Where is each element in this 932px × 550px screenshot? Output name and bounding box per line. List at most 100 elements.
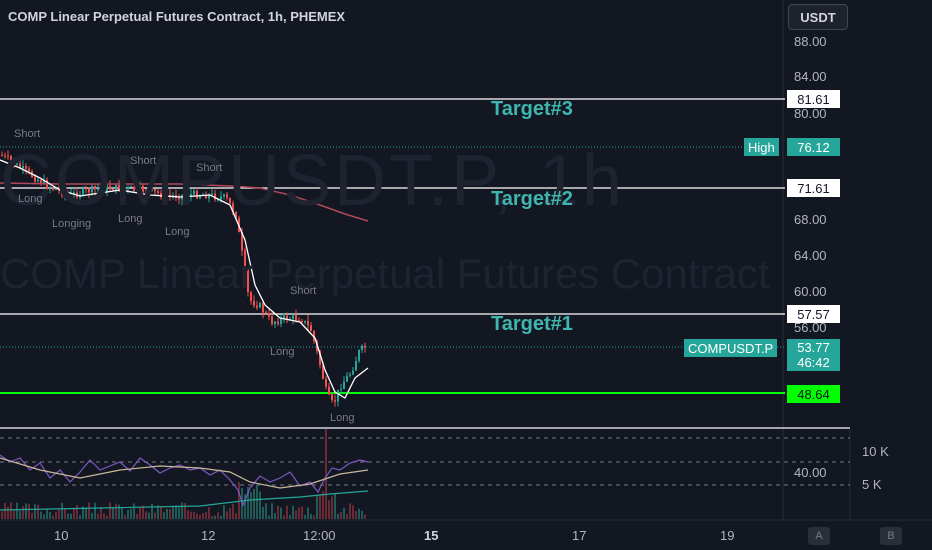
volume-bar — [22, 506, 24, 519]
volume-bar — [349, 503, 351, 519]
volume-bar — [346, 513, 348, 519]
volume-bar — [280, 507, 282, 519]
candle-body — [313, 330, 315, 341]
candle-body — [166, 191, 168, 196]
candle-body — [256, 305, 258, 308]
volume-bar — [259, 491, 261, 519]
volume-bar — [235, 513, 237, 519]
volume-bar — [271, 503, 273, 519]
signal-label: Longing — [52, 218, 92, 230]
candle-body — [43, 180, 45, 184]
candle-body — [274, 321, 276, 325]
volume-bar — [211, 515, 213, 519]
volume-bar — [46, 508, 48, 519]
candle-body — [253, 300, 255, 306]
currency-button[interactable]: USDT — [788, 4, 848, 30]
candle-body — [346, 375, 348, 382]
candle-body — [265, 312, 267, 314]
candle-body — [19, 163, 21, 169]
support-price-tag: 48.64 — [787, 385, 840, 403]
candle-body — [349, 374, 351, 376]
candle-body — [109, 185, 111, 190]
volume-bar — [40, 511, 42, 519]
volume-bar — [7, 506, 9, 519]
candle-body — [229, 197, 231, 204]
signal-label: Long — [270, 346, 295, 358]
volume-bar — [304, 515, 306, 519]
price-tick: 84.00 — [794, 69, 827, 84]
target3-label: Target#3 — [491, 98, 573, 120]
candle-body — [1, 155, 3, 156]
volume-bar — [340, 511, 342, 519]
volume-bar — [307, 507, 309, 519]
volume-bar — [136, 513, 138, 519]
candle-body — [178, 197, 180, 200]
volume-bar — [352, 505, 354, 519]
volume-bar — [247, 486, 249, 519]
volume-bar — [97, 513, 99, 519]
candle-body — [94, 185, 96, 190]
candle-body — [124, 188, 126, 190]
candle-body — [151, 188, 153, 191]
volume-bar — [220, 515, 222, 519]
candle-body — [157, 191, 159, 193]
candle-body — [319, 350, 321, 365]
candle-body — [331, 394, 333, 401]
candle-body — [49, 188, 51, 190]
volume-tick: 10 K — [862, 444, 889, 459]
candle-body — [322, 364, 324, 379]
volume-bar — [16, 502, 18, 519]
candle-body — [148, 190, 150, 193]
candle-body — [118, 184, 120, 192]
candle-body — [217, 199, 219, 201]
time-label: 19 — [720, 528, 735, 543]
volume-bar — [100, 508, 102, 519]
volume-bar — [181, 502, 183, 519]
candle-body — [292, 315, 294, 319]
rsi-ma-line — [0, 457, 369, 489]
candle-body — [295, 315, 297, 321]
candle-body — [184, 194, 186, 196]
candle-body — [208, 194, 210, 199]
price-tick: 60.00 — [794, 284, 827, 299]
ema-long-line — [0, 182, 369, 222]
volume-bar — [109, 502, 111, 519]
candle-body — [40, 179, 42, 184]
candle-body — [199, 195, 201, 199]
candle-body — [16, 163, 18, 165]
price-tick: 88.00 — [794, 34, 827, 49]
volume-bar — [190, 511, 192, 519]
volume-bar — [76, 505, 78, 519]
scale-b-button[interactable]: B — [880, 527, 902, 545]
candle-body — [205, 194, 207, 199]
volume-bar — [1, 511, 3, 519]
auto-scale-button[interactable]: A — [808, 527, 830, 545]
volume-bar — [205, 512, 207, 519]
candle-body — [226, 194, 228, 198]
candle-body — [241, 232, 243, 251]
candle-body — [364, 345, 366, 348]
candle-body — [250, 292, 252, 301]
volume-bar — [10, 502, 12, 519]
symbol-tag: COMPUSDT.P — [684, 339, 778, 357]
volume-bar — [355, 511, 357, 519]
candle-body — [277, 321, 279, 324]
volume-bar — [268, 515, 270, 519]
candle-body — [358, 349, 360, 361]
volume-tick: 5 K — [862, 477, 882, 492]
candle-body — [28, 168, 30, 172]
candle-body — [34, 177, 36, 182]
signal-label: Short — [14, 128, 41, 140]
time-label: 17 — [572, 528, 587, 543]
signal-label: Short — [130, 155, 157, 167]
volume-bar — [316, 495, 318, 519]
target1-price-tag: 57.57 — [787, 305, 840, 323]
volume-bar — [175, 505, 177, 519]
volume-bar — [91, 512, 93, 519]
time-label: 12 — [201, 528, 216, 543]
candle-body — [337, 389, 339, 402]
volume-bar — [331, 496, 333, 519]
volume-bar — [289, 515, 291, 519]
volume-bar — [70, 513, 72, 519]
